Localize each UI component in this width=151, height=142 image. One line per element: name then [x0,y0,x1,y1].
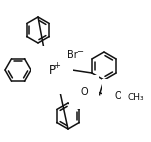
Text: +: + [54,60,60,69]
Text: CH₃: CH₃ [128,93,145,103]
Text: P: P [48,63,56,77]
Text: O: O [80,87,88,97]
Text: Br: Br [67,50,78,60]
Text: −: − [76,48,83,57]
Text: O: O [114,91,122,101]
